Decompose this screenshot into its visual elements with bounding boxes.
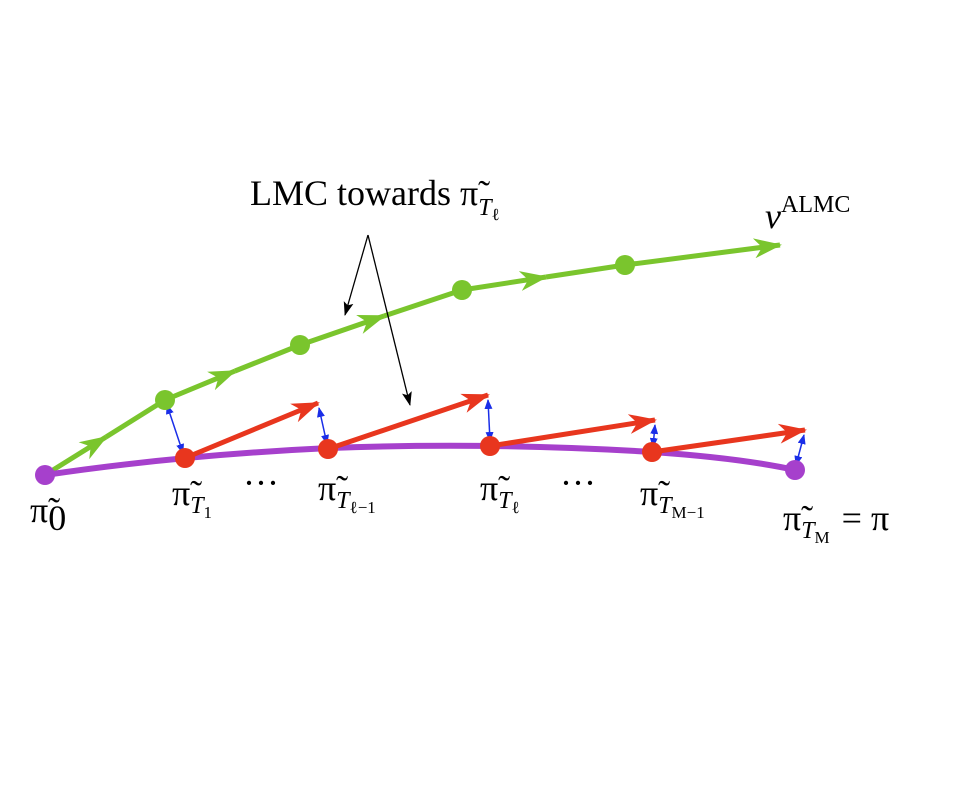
label-sub: T	[336, 488, 351, 514]
label-sub: T	[498, 488, 513, 514]
purple-dots	[35, 460, 805, 485]
label-subsub: M	[815, 528, 830, 547]
node-label: π̃TM−1	[640, 473, 705, 522]
red-arrows	[184, 392, 807, 461]
green-dots	[155, 255, 635, 410]
label-sub: T	[190, 493, 205, 519]
label-sub: T	[658, 493, 673, 519]
node-label: π̃TM = π	[783, 498, 889, 547]
label-sub: T	[801, 518, 816, 544]
label-sub: 0	[48, 498, 66, 538]
node-label: π̃Tℓ−1	[318, 468, 376, 517]
label-subsub: ℓ	[512, 498, 520, 517]
label-subsub: M−1	[672, 503, 705, 522]
annotation-subsub: ℓ	[492, 205, 500, 224]
annotation-sub: T	[478, 195, 493, 221]
annotation-text: LMC towards	[250, 173, 451, 213]
label-suffix: = π	[842, 498, 889, 538]
label-subsub: ℓ−1	[350, 498, 376, 517]
ellipsis: ···	[560, 463, 596, 503]
output-sup: ALMC	[781, 192, 850, 218]
output-label: νALMC	[765, 192, 850, 236]
node-label: π̃Tℓ	[480, 468, 520, 517]
node-label: π̃T1	[172, 473, 212, 522]
annotation: LMC towards π̃Tℓ	[250, 173, 500, 224]
ellipsis: ···	[243, 463, 279, 503]
red-dots	[175, 436, 662, 468]
output-base: ν	[765, 196, 781, 236]
green-path	[43, 238, 782, 478]
node-label: π̃0	[30, 490, 66, 538]
annotation-arrows	[343, 234, 412, 406]
label-subsub: 1	[204, 503, 213, 522]
